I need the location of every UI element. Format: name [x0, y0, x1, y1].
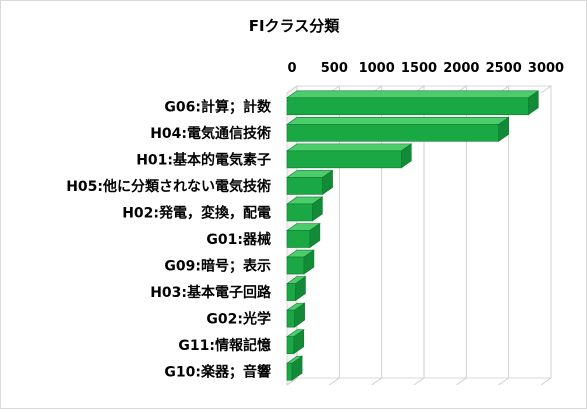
- chart-title: FIクラス分類: [249, 17, 341, 35]
- category-label: H02:発電，変換，配電: [122, 204, 271, 221]
- gridline: [456, 85, 467, 386]
- category-label: G11:情報記憶: [178, 337, 271, 354]
- gridline: [498, 85, 510, 386]
- bar: [286, 222, 321, 249]
- bar-end-face: [498, 116, 509, 142]
- bar-end-face: [295, 276, 306, 302]
- category-label: G06:計算；計数: [164, 98, 272, 115]
- bar-front-face: [286, 150, 402, 169]
- bars: [286, 90, 540, 381]
- bar: [286, 329, 305, 355]
- bar-front-face: [286, 336, 295, 354]
- category-label: H04:電気通信技術: [150, 125, 271, 142]
- tick-label: 1500: [401, 61, 437, 76]
- bar-front-face: [286, 283, 296, 301]
- bar-front-face: [286, 362, 293, 381]
- bar-front-face: [286, 203, 313, 222]
- bar-end-face: [312, 196, 323, 222]
- bar: [286, 196, 324, 222]
- bar-end-face: [527, 90, 539, 116]
- bar-end-face: [293, 329, 305, 355]
- tick-label: 1000: [359, 61, 395, 76]
- bar: [286, 116, 510, 142]
- tick-label: 3000: [528, 61, 564, 76]
- bar-end-face: [309, 222, 321, 249]
- bar-end-face: [294, 302, 305, 328]
- bar: [286, 276, 307, 302]
- category-label: G02:光学: [206, 311, 271, 328]
- gridline: [413, 85, 425, 386]
- bar-top-face: [286, 90, 540, 99]
- bar: [286, 143, 413, 169]
- bar-top-face: [286, 117, 510, 125]
- category-label: H03:基本電子回路: [150, 284, 272, 301]
- bar: [286, 249, 315, 275]
- tick-label: 0: [287, 61, 296, 76]
- category-label: G10:楽器；音響: [164, 364, 271, 381]
- bar-front-face: [286, 256, 305, 275]
- bar-front-face: [286, 97, 529, 116]
- tick-label: 2500: [486, 61, 522, 76]
- bar: [286, 302, 306, 328]
- bar-front-face: [286, 124, 499, 142]
- bar-end-face: [303, 249, 315, 275]
- gridlines: [286, 85, 552, 386]
- category-label: H01:基本的電気素子: [136, 151, 271, 168]
- bar-front-face: [286, 309, 295, 328]
- category-label: G01:器械: [206, 231, 271, 248]
- bar-end-face: [400, 143, 412, 169]
- bar-front-face: [286, 230, 311, 248]
- bar: [286, 90, 540, 116]
- category-label: H05:他に分類されない電気技術: [66, 178, 271, 195]
- category-labels: G06:計算；計数 H04:電気通信技術 H01:基本的電気素子 H05:他に分類され…: [66, 98, 272, 380]
- gridline: [540, 85, 552, 386]
- gridline: [329, 85, 340, 386]
- gridline: [371, 85, 383, 386]
- x-axis-tick-labels: 0 500 1000 1500 2000 2500 3000: [287, 61, 564, 76]
- bar-end-face: [322, 169, 333, 195]
- tick-label: 500: [321, 61, 348, 76]
- tick-label: 2000: [443, 61, 479, 76]
- bar: [286, 169, 334, 195]
- bar-front-face: [286, 177, 323, 195]
- bar-top-face: [286, 143, 413, 152]
- category-label: G09:暗号；表示: [164, 258, 271, 275]
- bar: [286, 355, 304, 381]
- bar-end-face: [291, 355, 303, 381]
